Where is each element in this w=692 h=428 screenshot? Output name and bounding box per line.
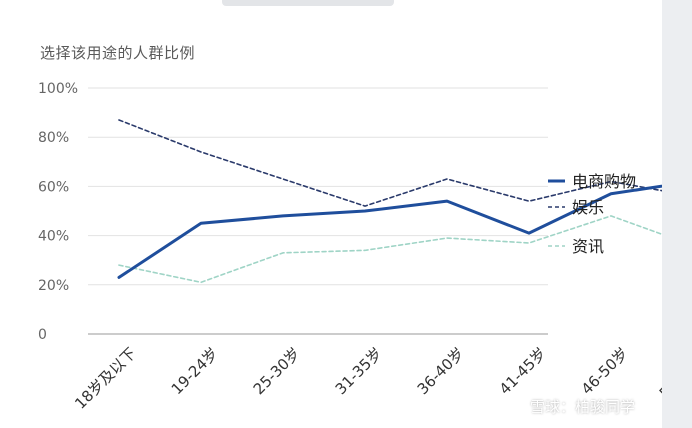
y-tick-label: 0 [38,327,47,343]
x-tick-label: 31-35岁 [332,344,386,398]
series-line-2 [118,119,662,207]
watermark-text: 雪球：柏骏同学 [530,398,636,416]
x-tick-label: 25-30岁 [250,344,304,398]
x-tick-label: 41-45岁 [496,344,550,398]
y-tick-label: 60% [38,179,69,195]
x-tick-label: 46-50岁 [578,344,632,398]
y-tick-label: 20% [38,278,69,294]
y-tick-label: 40% [38,229,69,245]
legend-label: 娱乐 [572,198,604,217]
side-margin [662,0,692,428]
y-axis-title: 选择该用途的人群比例 [40,44,196,62]
x-tick-label: 36-40岁 [414,344,468,398]
line-chart: 0 20% 40% 60% 80% 100% 18岁及以下 19-24岁 25-30岁 31-35… [38,81,662,413]
series-line-1 [117,184,662,279]
y-tick-label: 80% [38,130,69,146]
legend-label: 电商购物 [572,172,636,191]
top-handle [222,0,394,6]
y-tick-label: 100% [38,81,78,97]
x-tick-label: 19-24岁 [168,344,222,398]
x-tick-label: 51岁以上 [656,344,662,402]
x-tick-label: 18岁及以下 [71,344,140,413]
legend-label: 资讯 [572,237,604,256]
series-line-3 [118,215,662,284]
